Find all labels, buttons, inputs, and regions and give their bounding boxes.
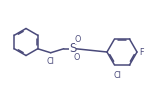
- Text: Cl: Cl: [113, 71, 121, 80]
- Text: Cl: Cl: [47, 57, 55, 66]
- Text: S: S: [69, 42, 76, 55]
- Text: F: F: [140, 48, 144, 56]
- Text: O: O: [75, 35, 81, 44]
- Text: O: O: [73, 53, 80, 62]
